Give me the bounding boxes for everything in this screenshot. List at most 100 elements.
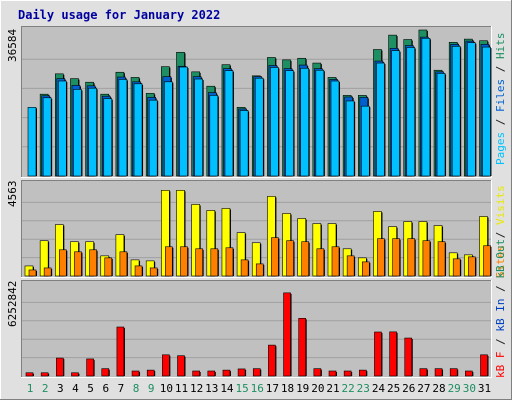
kbf-bar xyxy=(298,318,307,377)
sites-scale-label: 4563 xyxy=(6,181,19,208)
kbf-bar xyxy=(252,368,261,377)
pages-bar xyxy=(133,83,143,177)
day-label: 16 xyxy=(251,382,264,395)
day-label: 12 xyxy=(190,382,203,395)
sites-legend: Sites / Visits xyxy=(494,185,507,278)
legend-entry: / xyxy=(494,332,507,352)
sites-bar xyxy=(74,251,82,277)
kbf-bar xyxy=(40,372,49,377)
kbf-bar xyxy=(55,357,64,377)
kbf-bar xyxy=(146,369,155,377)
kbf-bar xyxy=(237,368,246,377)
legend-entry: / xyxy=(494,59,507,79)
kbf-bar xyxy=(25,372,34,377)
pages-bar xyxy=(239,110,249,177)
sites-bar xyxy=(240,259,249,277)
sites-bar xyxy=(165,246,173,277)
kb-legend: kB F / kB In / kB Out xyxy=(494,239,507,378)
sites-bar xyxy=(210,248,219,277)
sites-bar xyxy=(119,251,128,277)
legend-entry: / xyxy=(494,279,507,299)
sites-panel xyxy=(21,180,492,278)
kbf-bar xyxy=(465,370,473,377)
pages-bar xyxy=(482,46,491,177)
pages-bar xyxy=(88,87,97,177)
day-label: 3 xyxy=(57,382,64,395)
day-label: 22 xyxy=(342,382,355,395)
sites-bar xyxy=(104,257,113,277)
pages-bar xyxy=(406,47,416,177)
kbf-bar xyxy=(162,354,170,377)
day-label: 13 xyxy=(205,382,218,395)
sites-bar xyxy=(28,269,37,277)
kb-scale-label: 6252842 xyxy=(6,281,19,327)
kbf-bar xyxy=(313,368,322,377)
day-label: 29 xyxy=(448,382,461,395)
kbf-bar xyxy=(389,331,397,377)
legend-entry: / xyxy=(494,112,507,132)
sites-bar xyxy=(483,245,491,277)
pages-bar xyxy=(270,67,279,177)
sites-bar xyxy=(452,258,461,277)
legend-entry: Files xyxy=(494,79,507,112)
sites-bar xyxy=(43,267,52,277)
sites-bar xyxy=(331,246,340,277)
day-label: 14 xyxy=(220,382,234,395)
sites-bar xyxy=(392,238,400,277)
legend-entry: kB Out xyxy=(494,239,507,279)
sites-bar xyxy=(422,240,431,277)
day-label: 30 xyxy=(463,382,476,395)
day-label: 15 xyxy=(235,382,248,395)
kbf-bar xyxy=(343,370,352,377)
day-label: 18 xyxy=(281,382,294,395)
pages-bar xyxy=(254,77,264,177)
day-label: 5 xyxy=(87,382,94,395)
sites-bar xyxy=(271,237,279,277)
day-label: 9 xyxy=(148,382,155,395)
legend-entry: Pages xyxy=(494,132,507,165)
pages-bar xyxy=(42,97,52,177)
hits-panel xyxy=(21,26,492,178)
kbf-bar xyxy=(283,292,291,377)
sites-bar xyxy=(149,267,158,277)
kbf-bar xyxy=(404,337,413,377)
sites-bar xyxy=(255,263,264,277)
kbf-bar xyxy=(328,370,337,377)
day-label: 25 xyxy=(387,382,400,395)
pages-bar xyxy=(376,62,385,177)
sites-bar xyxy=(58,249,67,277)
pages-bar xyxy=(209,95,219,177)
pages-bar xyxy=(451,45,461,177)
kb-panel-background xyxy=(21,280,492,378)
kbf-bar xyxy=(449,368,458,377)
sites-bar xyxy=(346,255,355,277)
pages-bar xyxy=(179,66,188,177)
sites-bar xyxy=(301,241,310,277)
day-label: 31 xyxy=(478,382,491,395)
kbf-bar xyxy=(434,368,443,377)
pages-bar xyxy=(345,100,355,177)
sites-bar xyxy=(89,249,97,277)
sites-bar xyxy=(180,246,188,277)
pages-bar xyxy=(118,79,128,177)
day-label: 19 xyxy=(296,382,309,395)
sites-bar xyxy=(437,241,446,277)
day-label: 11 xyxy=(175,382,188,395)
sites-bar xyxy=(377,238,385,277)
legend-entry: Sites xyxy=(494,245,507,278)
kbf-bar xyxy=(374,331,382,377)
pages-bar xyxy=(360,105,370,177)
pages-bar xyxy=(421,38,431,177)
sites-bar xyxy=(407,238,416,277)
day-label: 27 xyxy=(417,382,430,395)
pages-bar xyxy=(164,81,173,177)
pages-bar xyxy=(436,73,446,177)
pages-bar xyxy=(148,99,158,177)
day-label: 4 xyxy=(72,382,79,395)
sites-bar xyxy=(134,265,143,277)
day-label: 21 xyxy=(326,382,339,395)
kbf-bar xyxy=(116,326,125,377)
legend-entry: kB F xyxy=(494,352,507,379)
kbf-bar xyxy=(268,344,276,377)
